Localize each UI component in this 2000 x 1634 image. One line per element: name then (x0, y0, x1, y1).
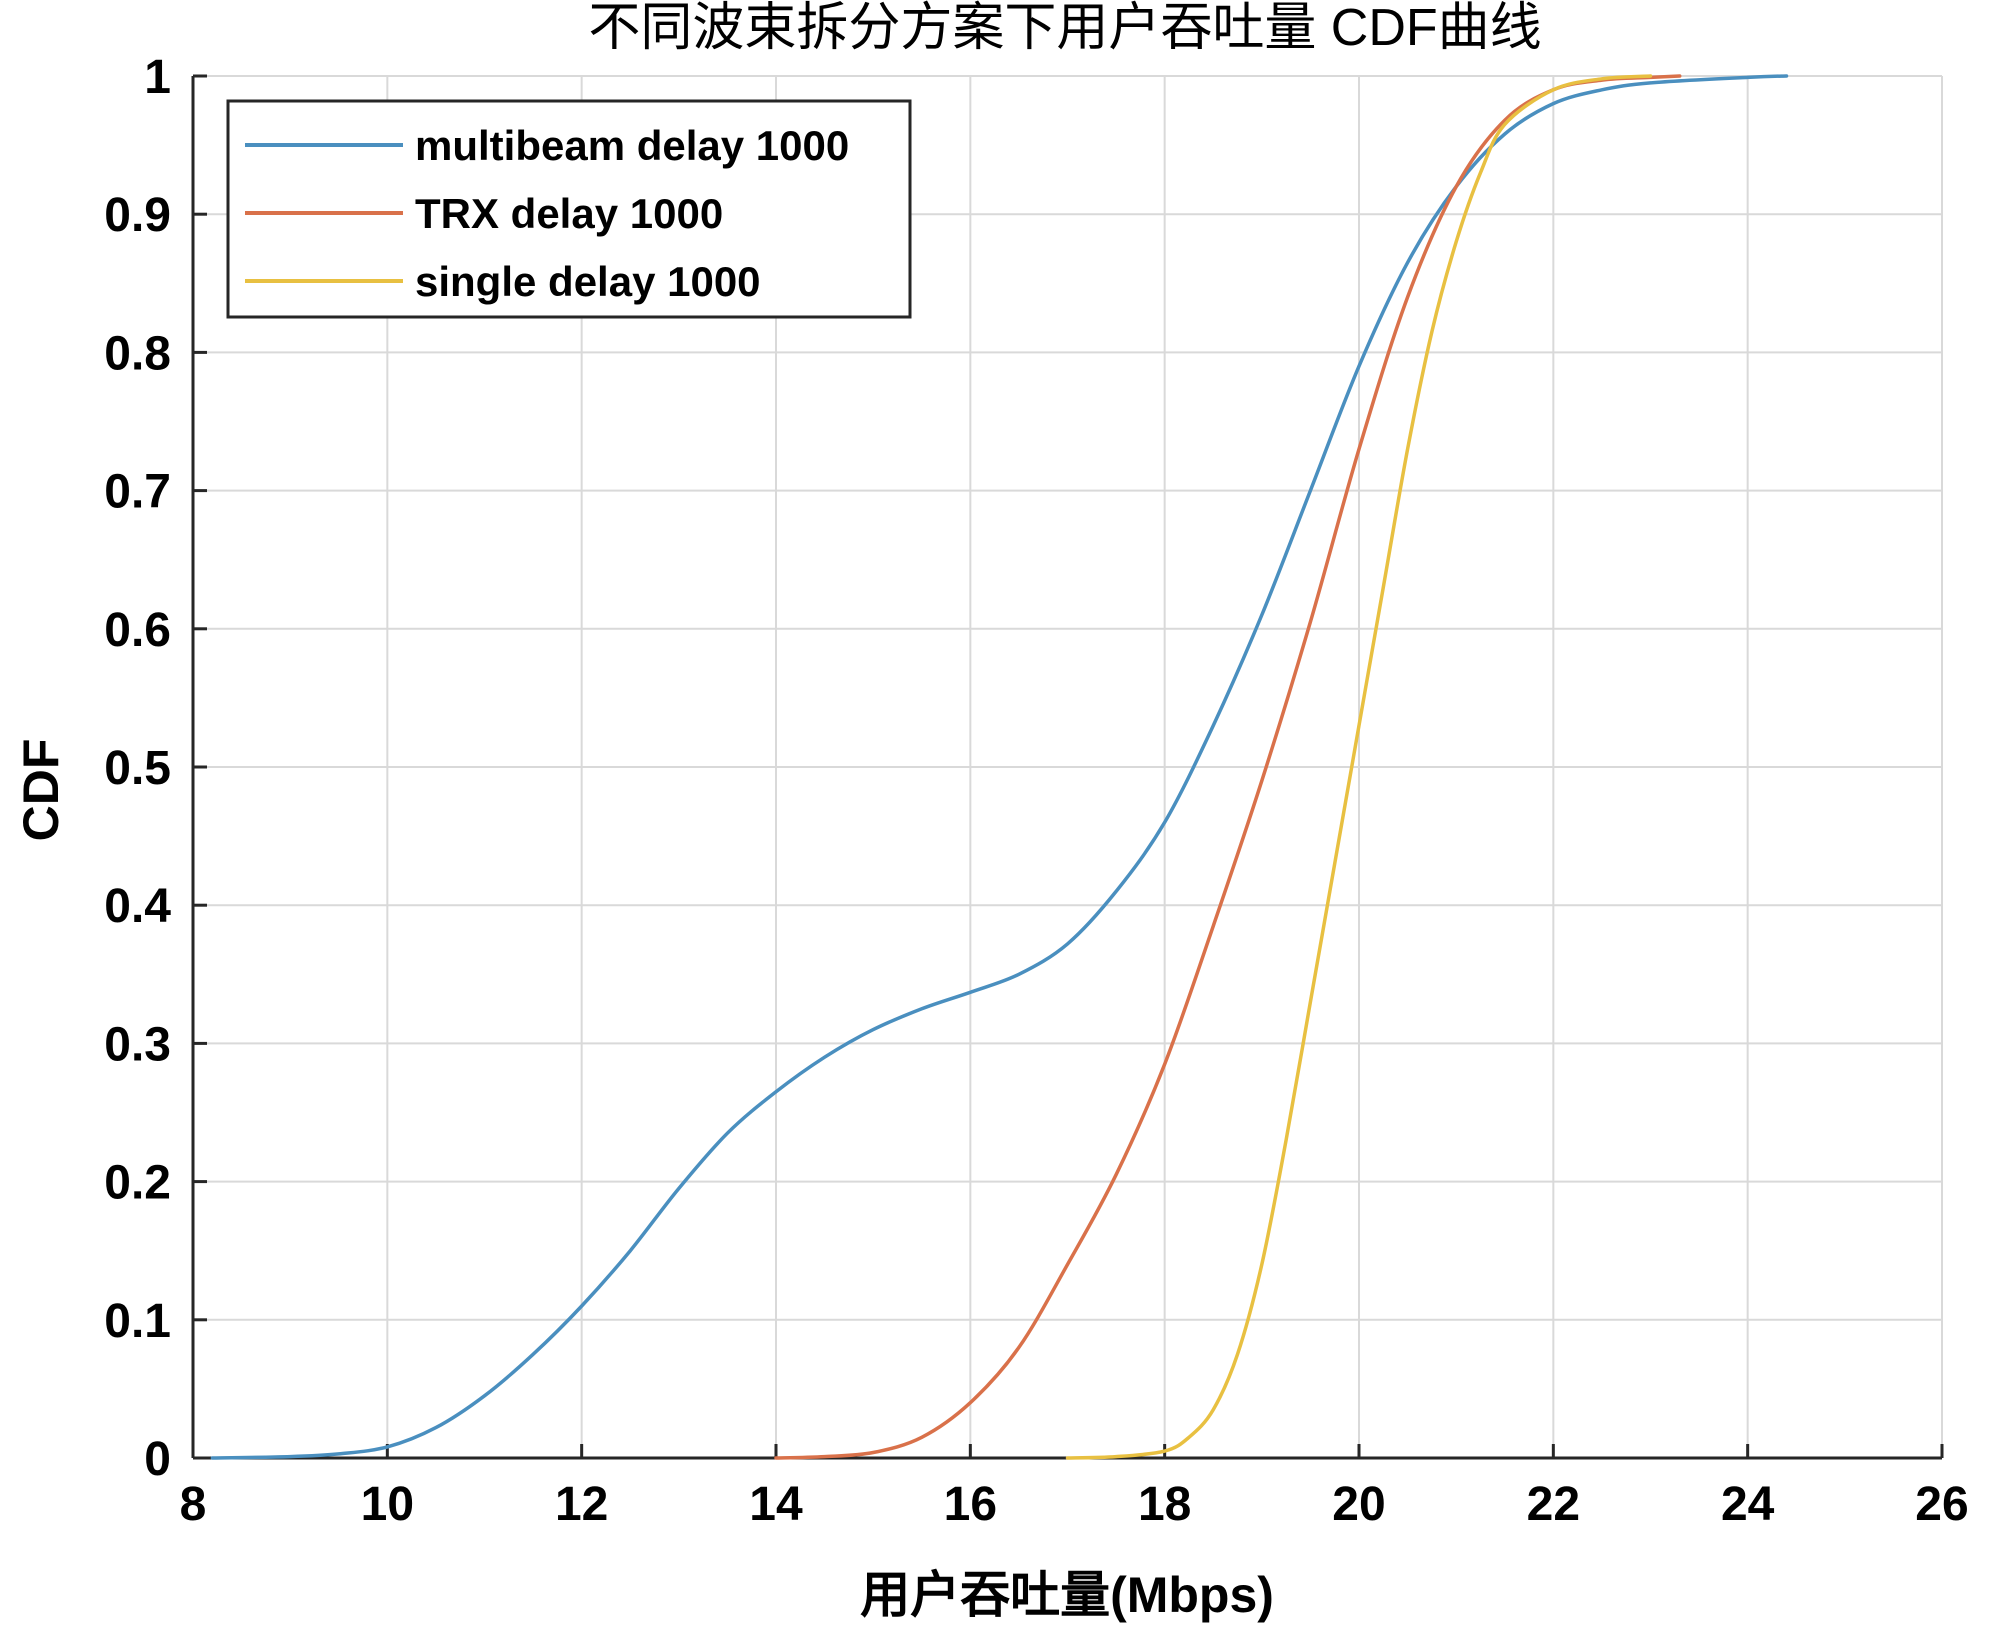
y-tick-label: 0.9 (104, 189, 171, 242)
series-lines (210, 74, 1789, 1460)
x-tick-label: 8 (180, 1478, 207, 1531)
series-line-trx (774, 74, 1682, 1460)
legend-label-multibeam: multibeam delay 1000 (415, 122, 849, 169)
y-tick-label: 0.1 (104, 1295, 171, 1348)
legend: multibeam delay 1000 TRX delay 1000 single… (226, 99, 912, 319)
y-tick-label: 0.2 (104, 1157, 171, 1210)
legend-label-trx: TRX delay 1000 (415, 190, 723, 237)
y-tick-label: 1 (144, 51, 171, 104)
y-tick-label: 0.5 (104, 742, 171, 795)
x-tick-label: 12 (555, 1478, 608, 1531)
x-axis-title: 用户吞吐量(Mbps) (860, 1567, 1274, 1623)
chart-title: 不同波束拆分方案下用户吞吐量 CDF曲线 (588, 0, 1541, 57)
series-line-single (1065, 74, 1653, 1460)
y-tick-label: 0.7 (104, 466, 171, 519)
y-tick-label: 0 (144, 1433, 171, 1486)
x-tick-label: 24 (1721, 1478, 1775, 1531)
x-tick-label: 14 (749, 1478, 803, 1531)
x-tick-label: 26 (1915, 1478, 1968, 1531)
x-tick-label: 10 (361, 1478, 414, 1531)
legend-label-single: single delay 1000 (415, 258, 761, 305)
y-tick-label: 0.3 (104, 1018, 171, 1071)
x-tick-label: 16 (944, 1478, 997, 1531)
series-line-multibeam (210, 74, 1789, 1460)
y-tick-label: 0.8 (104, 327, 171, 380)
x-tick-label: 22 (1527, 1478, 1580, 1531)
x-tick-label: 18 (1138, 1478, 1191, 1531)
y-axis-title: CDF (13, 739, 69, 842)
y-tick-label: 0.4 (104, 880, 171, 933)
axes: 8 10 12 14 16 18 20 22 24 26 0 0.1 0.2 0.3 0.4 0.5 0.6 0.… (104, 51, 1968, 1531)
y-tick-label: 0.6 (104, 604, 171, 657)
x-tick-label: 20 (1332, 1478, 1385, 1531)
